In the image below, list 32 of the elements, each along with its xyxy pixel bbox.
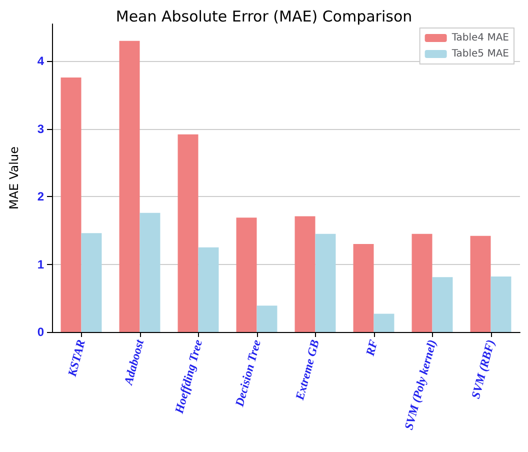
- y-tick-label: 0: [37, 325, 44, 339]
- bar: [353, 244, 374, 332]
- x-tick-label: SVM (Poly kernel): [401, 338, 440, 432]
- x-tick-label: Decision Tree: [232, 338, 264, 409]
- bar: [432, 277, 453, 332]
- chart-title: Mean Absolute Error (MAE) Comparison: [116, 8, 412, 26]
- bar: [198, 247, 219, 332]
- bar: [256, 306, 278, 332]
- bar: [140, 212, 160, 332]
- y-tick-label: 1: [37, 257, 44, 272]
- bar: [315, 234, 336, 332]
- bar: [294, 216, 316, 332]
- x-tick-label: KSTAR: [64, 338, 88, 379]
- y-axis-title: MAE Value: [7, 146, 21, 210]
- y-tick-label: 2: [37, 190, 44, 204]
- bar: [412, 234, 432, 332]
- y-tick-label: 4: [37, 54, 44, 68]
- legend-label: Table4 MAE: [450, 32, 509, 44]
- bar: [81, 233, 102, 332]
- x-tick-label: RF: [362, 338, 381, 358]
- bar: [236, 218, 257, 332]
- bar: [60, 77, 82, 332]
- bar: [178, 134, 198, 332]
- bar: [470, 236, 491, 332]
- y-tick-label: 3: [37, 122, 44, 136]
- bar: [119, 40, 140, 332]
- bar: [374, 314, 394, 332]
- x-tick-label: SVM (RBF): [468, 338, 498, 400]
- legend-label: Table5 MAE: [450, 48, 509, 60]
- bar: [490, 276, 512, 332]
- x-tick-label: Extreme GB: [292, 338, 322, 402]
- x-tick-label: Adaboost: [120, 338, 147, 388]
